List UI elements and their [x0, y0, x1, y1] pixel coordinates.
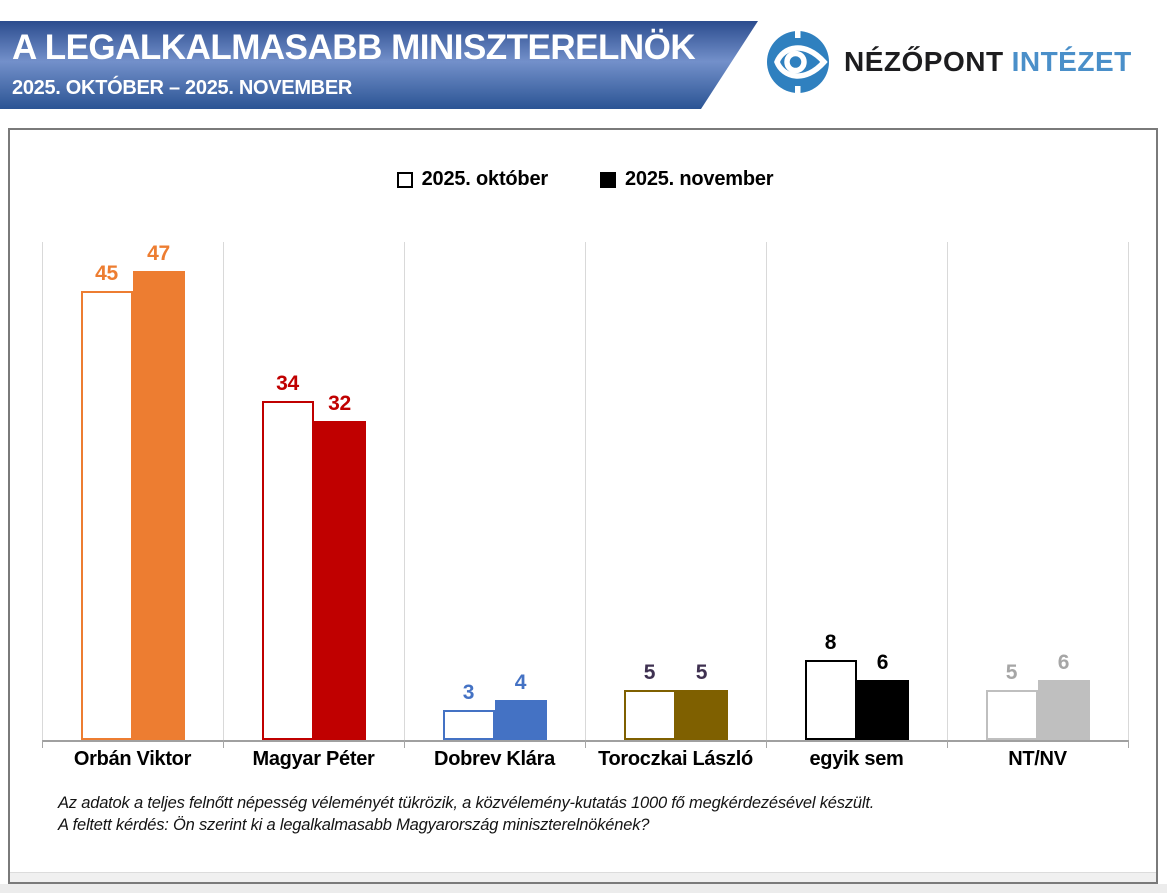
axis-tick [404, 740, 405, 748]
bar-2025-november-toroczkai-l-szl [675, 690, 728, 740]
bar-value-label: 34 [276, 372, 299, 395]
brand-logo: NÉZŐPONT INTÉZET [766, 30, 1132, 94]
bar-2025-november-orb-n-viktor [132, 271, 185, 740]
plot-area: 45 47 34 32 3 4 5 5 8 6 5 6 [42, 242, 1129, 748]
bar-value-label: 5 [1005, 661, 1018, 684]
axis-tick [223, 740, 224, 748]
category-label-orb-n-viktor: Orbán Viktor [73, 748, 192, 770]
page-title: A LEGALKALMASABB MINISZTERELNÖK [12, 28, 696, 67]
axis-tick [766, 740, 767, 748]
bar-2025-okt-ber-nt-nv [985, 690, 1038, 740]
chart-frame: 2025. október 2025. november 45 47 34 32 3 4 5… [8, 128, 1158, 884]
bar-value-label: 5 [643, 661, 656, 684]
bar-2025-okt-ber-toroczkai-l-szl [623, 690, 676, 740]
bar-2025-okt-ber-egyik-sem [804, 660, 857, 740]
footnote-line-1: Az adatok a teljes felnőtt népesség véle… [58, 794, 875, 812]
footnote-line-2: A feltett kérdés: Ön szerint ki a legalk… [58, 816, 650, 834]
bar-2025-november-nt-nv [1037, 680, 1090, 740]
axis-tick [947, 740, 948, 748]
gridline [1128, 242, 1129, 740]
legend-swatch-outline [396, 171, 413, 188]
bar-2025-november-egyik-sem [856, 680, 909, 740]
legend-item-november: 2025. november [599, 168, 774, 191]
category-label-magyar-p-ter: Magyar Péter [252, 748, 375, 770]
bar-value-label: 45 [95, 262, 118, 285]
brand-name-blue: INTÉZET [1011, 46, 1132, 77]
gridline [947, 242, 948, 740]
bar-value-label: 47 [147, 242, 170, 265]
axis-tick [585, 740, 586, 748]
legend-item-october: 2025. október [396, 168, 549, 191]
bar-2025-okt-ber-orb-n-viktor [80, 291, 133, 740]
category-axis: Orbán Viktor Magyar Péter Dobrev Klára Toro… [42, 748, 1128, 778]
bar-value-label: 8 [824, 631, 837, 654]
page-subtitle: 2025. OKTÓBER – 2025. NOVEMBER [12, 77, 353, 99]
legend-label: 2025. november [624, 168, 774, 190]
bar-value-label: 32 [328, 392, 351, 415]
brand-name-dark: NÉZŐPONT [844, 46, 1004, 77]
gridline [404, 242, 405, 740]
bar-value-label: 6 [876, 651, 889, 674]
category-label-toroczkai-l-szl: Toroczkai László [598, 748, 753, 770]
header-banner: A LEGALKALMASABB MINISZTERELNÖK 2025. OK… [0, 21, 758, 109]
bar-2025-november-dobrev-kl-ra [494, 700, 547, 740]
page-bottom-strip [0, 884, 1167, 893]
gridline [223, 242, 224, 740]
bar-2025-november-magyar-p-ter [313, 421, 366, 740]
chart-legend: 2025. október 2025. november [42, 168, 1128, 191]
eye-in-circle-icon [767, 30, 829, 94]
category-label-dobrev-kl-ra: Dobrev Klára [434, 748, 555, 770]
bar-value-label: 4 [514, 671, 527, 694]
axis-tick [42, 740, 43, 748]
category-label-egyik-sem: egyik sem [809, 748, 904, 770]
bar-2025-okt-ber-dobrev-kl-ra [442, 710, 495, 740]
gridline [585, 242, 586, 740]
legend-label: 2025. október [421, 168, 549, 190]
legend-swatch-solid [599, 171, 616, 188]
brand-name: NÉZŐPONT INTÉZET [844, 46, 1132, 78]
bar-value-label: 6 [1057, 651, 1070, 674]
axis-tick [1128, 740, 1129, 748]
bar-value-label: 5 [695, 661, 708, 684]
bar-value-label: 3 [462, 681, 475, 704]
gridline [42, 242, 43, 740]
bar-2025-okt-ber-magyar-p-ter [261, 401, 314, 740]
frame-bottom-strip [10, 872, 1156, 882]
category-label-nt-nv: NT/NV [1008, 748, 1067, 770]
gridline [766, 242, 767, 740]
